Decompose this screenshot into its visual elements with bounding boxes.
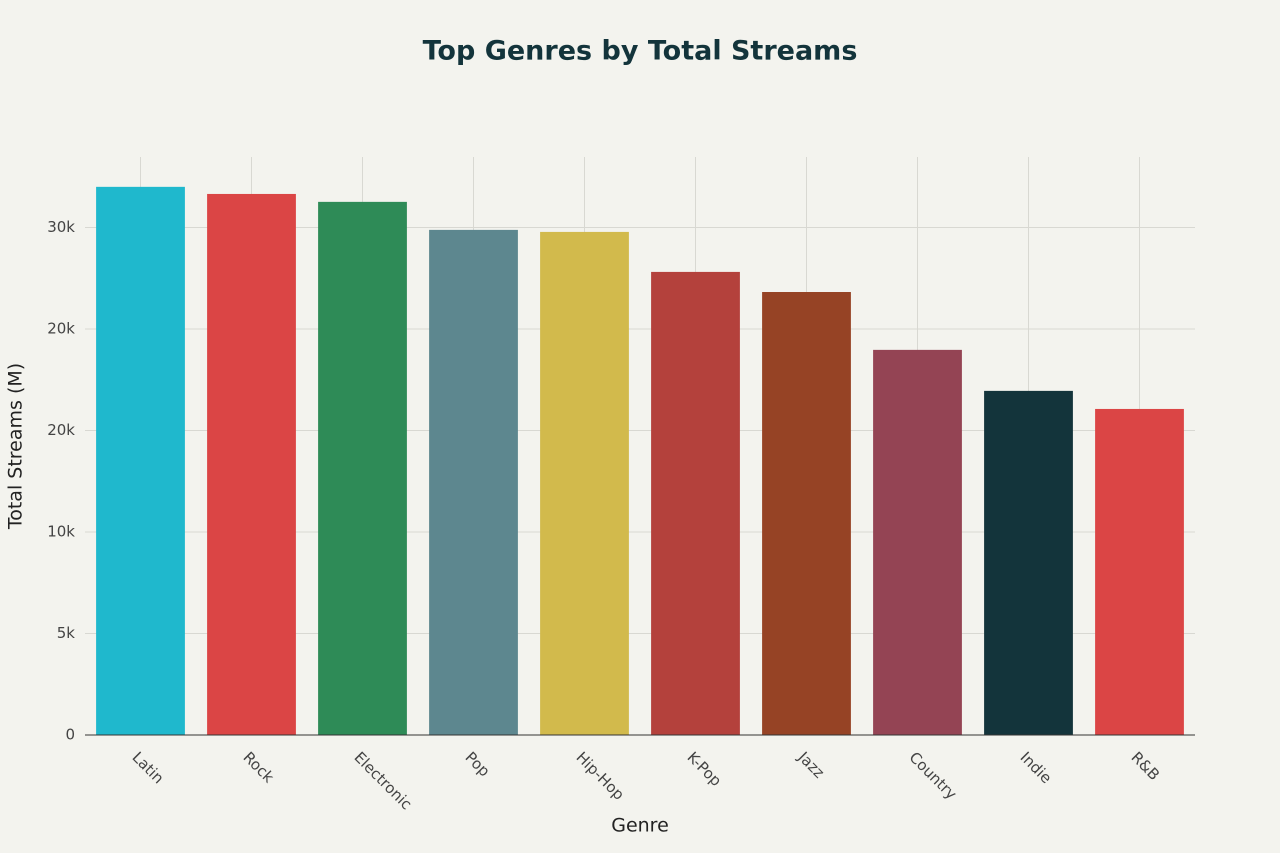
x-tick-label: Indie: [1016, 748, 1055, 787]
bar: [651, 271, 740, 735]
y-tick-label: 0: [65, 726, 75, 744]
chart-title: Top Genres by Total Streams: [423, 36, 858, 67]
x-tick-label: K-Pop: [683, 748, 725, 790]
x-axis-label: Genre: [611, 815, 669, 837]
bar: [1095, 408, 1184, 735]
y-tick-label: 5k: [57, 624, 76, 642]
bar: [429, 229, 518, 735]
x-tick-label: Electronic: [350, 748, 415, 813]
bar: [873, 349, 962, 735]
bar: [318, 201, 407, 736]
x-tick-label: Rock: [239, 748, 277, 786]
x-tick-label: R&B: [1127, 748, 1163, 784]
y-tick-label: 20k: [47, 319, 75, 337]
bar: [984, 390, 1073, 735]
x-tick-label: Hip-Hop: [572, 748, 627, 803]
bar: [96, 186, 185, 735]
bar: [762, 292, 851, 735]
x-tick-label: Pop: [461, 748, 493, 780]
y-tick-label: 10k: [47, 522, 75, 540]
bar: [540, 231, 629, 735]
y-axis-label: Total Streams (M): [5, 363, 27, 530]
y-tick-label: 30k: [47, 218, 75, 236]
x-tick-label: Jazz: [794, 748, 828, 782]
y-tick-label: 20k: [47, 421, 75, 439]
x-tick-label: Latin: [128, 748, 167, 787]
x-tick-label: Country: [905, 748, 960, 803]
bar: [207, 193, 296, 735]
